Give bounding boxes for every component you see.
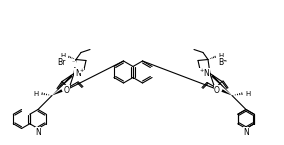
Text: ⁻: ⁻ [72, 61, 75, 66]
Text: N: N [243, 128, 249, 137]
Polygon shape [221, 89, 232, 96]
Polygon shape [211, 75, 232, 96]
Text: N: N [203, 69, 209, 78]
Text: O: O [64, 86, 70, 95]
Text: ⁻: ⁻ [224, 61, 227, 66]
Text: +: + [79, 68, 83, 73]
Text: H: H [34, 90, 39, 97]
Text: Br: Br [218, 58, 226, 67]
Polygon shape [52, 75, 73, 96]
Text: H: H [245, 90, 250, 97]
Text: H: H [61, 54, 66, 59]
Text: O: O [214, 86, 220, 95]
Text: Br: Br [58, 58, 66, 67]
Polygon shape [52, 89, 63, 96]
Text: N: N [75, 69, 81, 78]
Text: N: N [35, 128, 41, 137]
Text: +: + [200, 68, 204, 73]
Text: H: H [218, 54, 223, 59]
